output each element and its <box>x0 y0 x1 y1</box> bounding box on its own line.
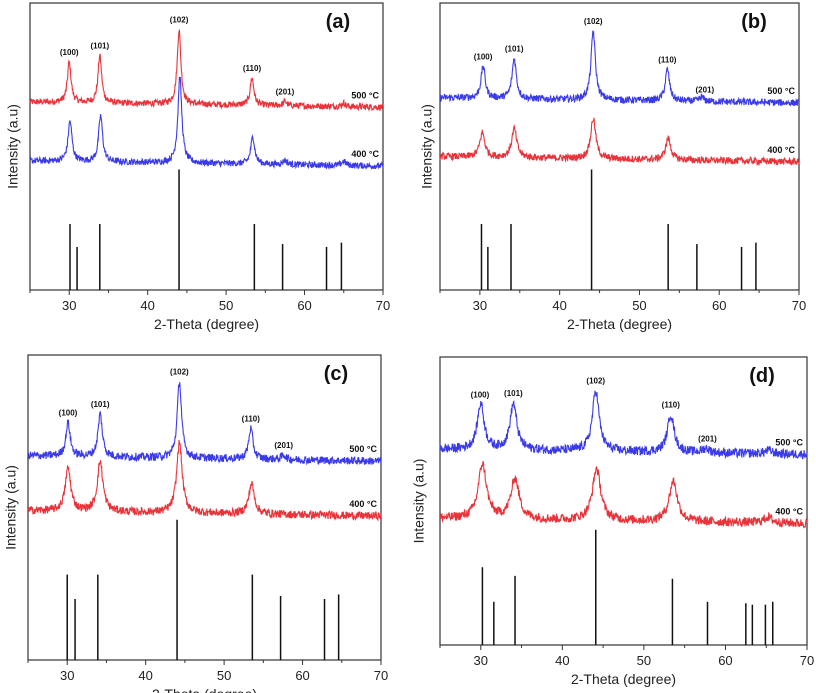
x-tick-label: 60 <box>295 668 309 683</box>
x-tick-label: 50 <box>637 653 651 668</box>
series-temperature-label: 500 °C <box>349 444 377 454</box>
hkl-label: (102) <box>170 368 189 377</box>
x-tick-label: 70 <box>800 653 814 668</box>
plot-frame <box>439 356 808 646</box>
x-tick-label: 30 <box>62 298 76 313</box>
hkl-label: (100) <box>474 52 493 61</box>
series-line-500 <box>439 389 808 460</box>
series-temperature-label: 400 °C <box>775 507 803 517</box>
series-temperature-label: 500 °C <box>775 437 803 447</box>
x-tick-label: 60 <box>297 298 311 313</box>
hkl-label: (100) <box>59 408 78 417</box>
series-temperature-label: 400 °C <box>351 149 379 159</box>
x-tick-label: 40 <box>552 298 566 313</box>
hkl-label: (101) <box>504 389 523 398</box>
x-axis-label: 2-Theta (degree) <box>152 686 257 693</box>
hkl-label: (110) <box>243 64 262 73</box>
hkl-label: (110) <box>658 55 677 64</box>
series-line-500 <box>439 30 800 107</box>
hkl-label: (100) <box>471 391 490 400</box>
x-tick-label: 40 <box>140 298 154 313</box>
series-line-500 <box>29 28 384 112</box>
plot-frame <box>27 354 382 661</box>
panel-a: 30 40 50 60 70 2-Theta (degree) Intensity (a.u… <box>5 2 390 332</box>
hkl-label: (102) <box>584 17 603 26</box>
hkl-label: (110) <box>242 414 261 423</box>
x-tick-label: 30 <box>60 668 74 683</box>
hkl-label: (101) <box>90 41 109 50</box>
x-axis-label: 2-Theta (degree) <box>567 316 672 332</box>
hkl-label: (100) <box>60 48 79 57</box>
x-axis-label: 2-Theta (degree) <box>154 316 259 332</box>
series-temperature-label: 500 °C <box>767 86 795 96</box>
panel-label: (c) <box>324 363 348 385</box>
series-line-400 <box>439 461 808 529</box>
hkl-label: (201) <box>274 441 293 450</box>
hkl-label: (101) <box>91 400 110 409</box>
hkl-label: (201) <box>696 86 715 95</box>
series-line-400 <box>27 439 382 522</box>
y-axis-label: Intensity (a.u) <box>411 459 427 544</box>
series-temperature-label: 400 °C <box>349 499 377 509</box>
panel-b: 30 40 50 60 70 2-Theta (degree) Intensity (a.u… <box>419 2 806 332</box>
panel-label: (a) <box>326 11 350 33</box>
x-tick-label: 60 <box>712 298 726 313</box>
hkl-label: (102) <box>586 377 605 386</box>
plot-frame <box>29 2 384 291</box>
y-axis-label: Intensity (a.u) <box>5 104 21 189</box>
x-tick-label: 50 <box>217 668 231 683</box>
series-line-400 <box>439 117 800 167</box>
x-tick-label: 70 <box>376 298 390 313</box>
series-line-500 <box>27 382 382 466</box>
hkl-label: (102) <box>170 15 189 24</box>
x-tick-label: 50 <box>219 298 233 313</box>
x-tick-label: 60 <box>718 653 732 668</box>
series-line-400 <box>29 76 384 171</box>
plot-frame <box>439 2 800 291</box>
hkl-label: (101) <box>505 44 524 53</box>
x-tick-label: 40 <box>555 653 569 668</box>
series-temperature-label: 500 °C <box>351 90 379 100</box>
x-tick-label: 70 <box>792 298 806 313</box>
hkl-label: (201) <box>698 435 717 444</box>
panel-label: (b) <box>741 11 767 33</box>
hkl-label: (201) <box>276 87 295 96</box>
panel-d: 30 40 50 60 70 2-Theta (degree) Intensity (a.u… <box>411 356 814 687</box>
x-tick-label: 40 <box>138 668 152 683</box>
x-tick-label: 70 <box>374 668 388 683</box>
series-temperature-label: 400 °C <box>767 145 795 155</box>
y-axis-label: Intensity (a.u) <box>419 104 435 189</box>
y-axis-label: Intensity (a.u) <box>3 465 19 550</box>
panel-c: 30 40 50 60 70 2-Theta (degree) Intensity (a.u… <box>3 354 388 693</box>
x-axis-label: 2-Theta (degree) <box>571 671 676 687</box>
x-tick-label: 50 <box>632 298 646 313</box>
hkl-label: (110) <box>662 401 681 410</box>
x-tick-label: 30 <box>473 298 487 313</box>
panel-label: (d) <box>749 365 775 387</box>
x-tick-label: 30 <box>474 653 488 668</box>
